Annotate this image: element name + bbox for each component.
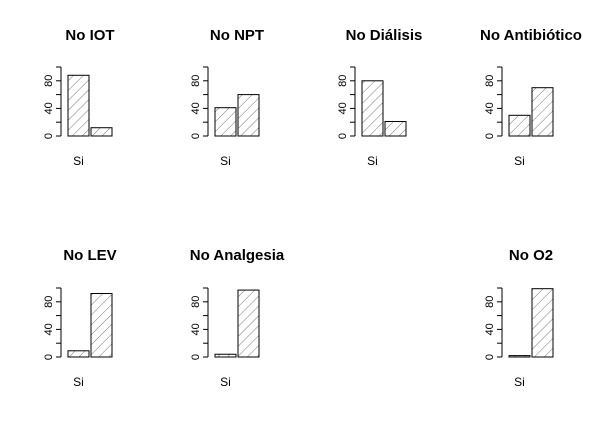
category-label: Si: [73, 375, 84, 389]
category-label: Si: [220, 154, 231, 168]
y-tick-label: 40: [43, 102, 55, 114]
bar-2: [90, 127, 113, 137]
y-tick-label: 0: [43, 354, 55, 360]
bar-2: [531, 87, 554, 137]
y-tick-label: 0: [190, 354, 202, 360]
panel-title: No Antibiótico: [480, 27, 582, 44]
y-tick-label: 40: [43, 323, 55, 335]
y-tick-label: 80: [43, 75, 55, 87]
y-tick-label: 80: [43, 296, 55, 308]
category-label: Si: [367, 154, 378, 168]
panel-1: No IOT 0 40 80 Si: [43, 27, 115, 168]
y-tick-label: 80: [484, 296, 496, 308]
y-tick-label: 80: [337, 296, 349, 308]
panel-8: No O2 0 40 80 Si: [484, 247, 554, 389]
y-tick-label: 0: [484, 354, 496, 360]
bar-2: [237, 94, 260, 137]
panel-7: No Transfusión 0 40 80 Si: [329, 247, 438, 389]
y-tick-label: 40: [484, 323, 496, 335]
y-tick-label: 0: [43, 133, 55, 139]
category-label: Si: [514, 375, 525, 389]
bar-1: [362, 322, 383, 357]
bar-1: [508, 355, 531, 358]
bar-2: [237, 289, 260, 358]
panel-3: No Diálisis 0 40 80 Si: [337, 27, 422, 168]
panel-2: No NPT 0 40 80 Si: [190, 27, 264, 168]
bar-1: [508, 114, 531, 137]
panel-title: No Transfusión: [329, 247, 438, 264]
panel-title: No O2: [509, 247, 553, 264]
bar-1: [214, 353, 237, 358]
panel-5: No LEV 0 40 80 Si: [43, 247, 117, 389]
y-tick-label: 0: [337, 354, 349, 360]
y-tick-label: 80: [337, 75, 349, 87]
y-tick-label: 40: [337, 102, 349, 114]
category-label: Si: [367, 375, 378, 389]
y-tick-label: 0: [337, 133, 349, 139]
y-tick-label: 80: [484, 75, 496, 87]
y-tick-label: 40: [337, 323, 349, 335]
panel-title: No Analgesia: [190, 247, 285, 264]
bar-1: [67, 74, 90, 137]
panel-title: No LEV: [63, 247, 116, 264]
y-tick-label: 40: [190, 102, 202, 114]
category-label: Si: [220, 375, 231, 389]
bar-2: [90, 293, 113, 358]
category-label: Si: [73, 154, 84, 168]
panel-title: No NPT: [210, 27, 264, 44]
y-tick-label: 40: [190, 323, 202, 335]
y-tick-label: 80: [190, 75, 202, 87]
bar-1: [214, 107, 237, 137]
y-tick-label: 0: [190, 133, 202, 139]
bar-2: [385, 323, 406, 357]
bar-2: [531, 288, 554, 358]
bar-1: [361, 80, 384, 137]
category-label: Si: [514, 154, 525, 168]
panel-4: No Antibiótico 0 40 80 Si: [480, 27, 582, 168]
bar-1: [67, 350, 90, 358]
panel-title: No IOT: [65, 27, 114, 44]
y-tick-label: 80: [190, 296, 202, 308]
panel-6: No Analgesia 0 40 80 Si: [190, 247, 285, 389]
y-tick-label: 40: [484, 102, 496, 114]
bar-2: [384, 121, 407, 137]
y-tick-label: 0: [484, 133, 496, 139]
panel-title: No Diálisis: [346, 27, 423, 44]
